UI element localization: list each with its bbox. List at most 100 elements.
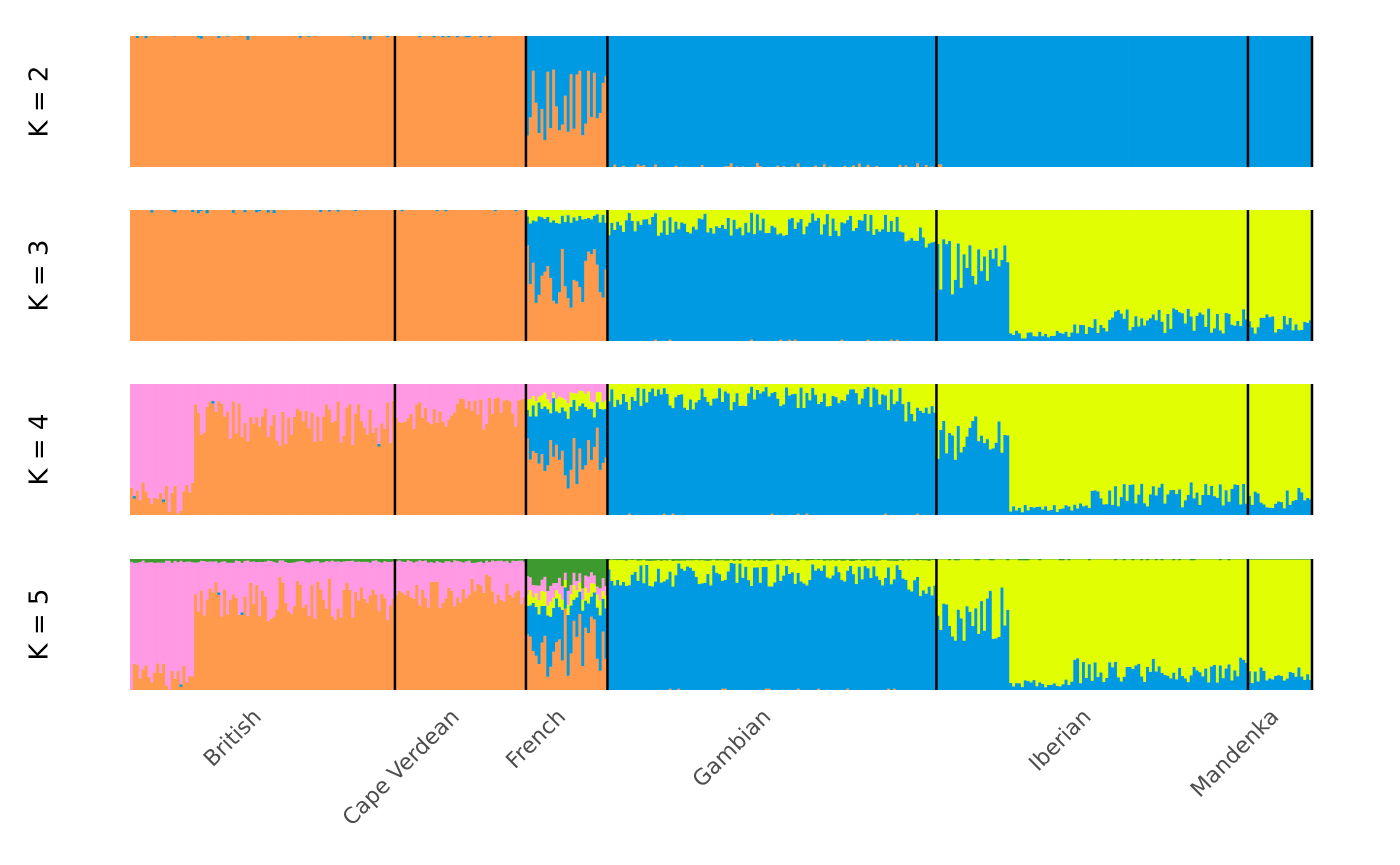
ancestry-bar-segment xyxy=(1015,210,1019,331)
ancestry-bar-segment xyxy=(415,559,419,562)
ancestry-bar-segment xyxy=(654,384,658,397)
ancestry-bar-segment xyxy=(144,562,148,666)
ancestry-bar-segment xyxy=(1207,682,1211,690)
ancestry-bar-segment xyxy=(1041,384,1045,510)
ancestry-bar-segment xyxy=(930,559,934,596)
ancestry-bar-segment xyxy=(828,210,832,236)
ancestry-bar-segment xyxy=(636,210,640,222)
ancestry-bar-segment xyxy=(980,435,984,515)
ancestry-bar-segment xyxy=(686,566,690,690)
ancestry-bar-segment xyxy=(569,584,573,595)
ancestry-bar-segment xyxy=(793,228,798,340)
ancestry-bar-segment xyxy=(153,672,157,690)
ancestry-bar-segment xyxy=(697,36,701,167)
ancestry-bar-segment xyxy=(607,210,611,236)
ancestry-bar-segment xyxy=(1198,210,1202,313)
ancestry-bar-segment xyxy=(767,559,771,561)
ancestry-bar-segment xyxy=(362,559,367,562)
ancestry-bar-segment xyxy=(354,592,358,690)
ancestry-bar-segment xyxy=(595,402,600,428)
ancestry-bar-segment xyxy=(557,593,562,608)
ancestry-bar-segment xyxy=(776,564,780,690)
ancestry-bar-segment xyxy=(406,560,410,591)
ancestry-bar-segment xyxy=(674,560,678,576)
ancestry-bar-segment xyxy=(162,210,166,341)
ancestry-bar-segment xyxy=(205,384,209,408)
ancestry-bar-segment xyxy=(400,36,405,167)
ancestry-bar-segment xyxy=(525,399,530,410)
ancestry-bar-segment xyxy=(150,562,154,683)
ancestry-bar-segment xyxy=(1082,210,1086,326)
ancestry-bar-segment xyxy=(881,384,885,395)
ancestry-bar-segment xyxy=(1247,671,1252,690)
ancestry-bar-segment xyxy=(875,210,879,230)
ancestry-bar-segment xyxy=(383,428,387,515)
ancestry-bar-segment xyxy=(508,210,512,341)
ancestry-bar-segment xyxy=(525,245,530,341)
ancestry-bar-segment xyxy=(447,37,451,168)
ancestry-bar-segment xyxy=(156,562,160,664)
ancestry-bar-segment xyxy=(1114,210,1118,312)
ancestry-bar-segment xyxy=(587,440,591,515)
ancestry-bar-segment xyxy=(633,559,637,573)
ancestry-bar-segment xyxy=(476,414,480,515)
ancestry-bar-segment xyxy=(214,36,218,167)
ancestry-bar-segment xyxy=(849,565,853,690)
ancestry-bar-segment xyxy=(956,560,961,610)
ancestry-bar-segment xyxy=(1250,36,1255,167)
ancestry-bar-segment xyxy=(191,384,195,483)
ancestry-bar-segment xyxy=(584,600,588,628)
ancestry-bar-segment xyxy=(1160,672,1164,690)
ancestry-bar-segment xyxy=(604,408,608,458)
ancestry-bar-segment xyxy=(1119,497,1124,515)
ancestry-bar-segment xyxy=(482,592,486,690)
ancestry-bar-segment xyxy=(875,560,879,577)
ancestry-bar-segment xyxy=(473,562,477,592)
ancestry-bar-segment xyxy=(1073,384,1077,505)
ancestry-bar-segment xyxy=(263,36,268,167)
ancestry-bar-segment xyxy=(595,427,600,515)
ancestry-bar-segment xyxy=(971,384,975,421)
ancestry-bar-segment xyxy=(665,234,669,341)
ancestry-bar-segment xyxy=(881,585,885,690)
ancestry-bar-segment xyxy=(825,36,830,167)
ancestry-bar-segment xyxy=(1262,504,1266,515)
ancestry-bar-segment xyxy=(1146,210,1150,321)
ancestry-bar-segment xyxy=(525,210,530,217)
ancestry-bar-segment xyxy=(703,210,707,214)
ancestry-bar-segment xyxy=(581,666,585,690)
ancestry-bar-segment xyxy=(712,233,716,341)
ancestry-bar-segment xyxy=(1271,559,1275,560)
ancestry-bar-segment xyxy=(534,559,538,586)
ancestry-bar-segment xyxy=(677,229,681,341)
ancestry-bar-segment xyxy=(677,210,681,230)
ancestry-bar-segment xyxy=(645,559,649,561)
ancestry-bar-segment xyxy=(450,384,454,416)
ancestry-bar-segment xyxy=(275,384,279,441)
ancestry-bar-segment xyxy=(1186,682,1191,690)
ancestry-bar-segment xyxy=(316,416,320,515)
ancestry-bar-segment xyxy=(327,409,332,515)
ancestry-bar-segment xyxy=(258,211,262,341)
ancestry-bar-segment xyxy=(1111,317,1115,341)
ancestry-bar-segment xyxy=(1032,36,1036,167)
ancestry-bar-segment xyxy=(499,412,503,515)
ancestry-bar-segment xyxy=(767,586,771,689)
ancestry-bar-segment xyxy=(255,210,259,213)
ancestry-bar-segment xyxy=(549,601,553,617)
ancestry-bar-segment xyxy=(394,559,399,562)
ancestry-bar-segment xyxy=(1070,681,1074,690)
ancestry-bar-segment xyxy=(1070,332,1074,341)
ancestry-bar-segment xyxy=(1210,332,1214,341)
ancestry-bar-segment xyxy=(1268,36,1272,167)
ancestry-bar-segment xyxy=(721,560,725,582)
ancestry-bar-segment xyxy=(1201,36,1205,167)
ancestry-bar-segment xyxy=(400,384,405,423)
ancestry-bar-segment xyxy=(846,384,850,395)
ancestry-bar-segment xyxy=(1058,559,1062,561)
ancestry-bar-segment xyxy=(307,562,311,616)
ancestry-bar-segment xyxy=(394,384,399,418)
ancestry-bar-segment xyxy=(1073,559,1077,660)
ancestry-bar-segment xyxy=(977,384,981,442)
ancestry-bar-segment xyxy=(502,400,506,515)
